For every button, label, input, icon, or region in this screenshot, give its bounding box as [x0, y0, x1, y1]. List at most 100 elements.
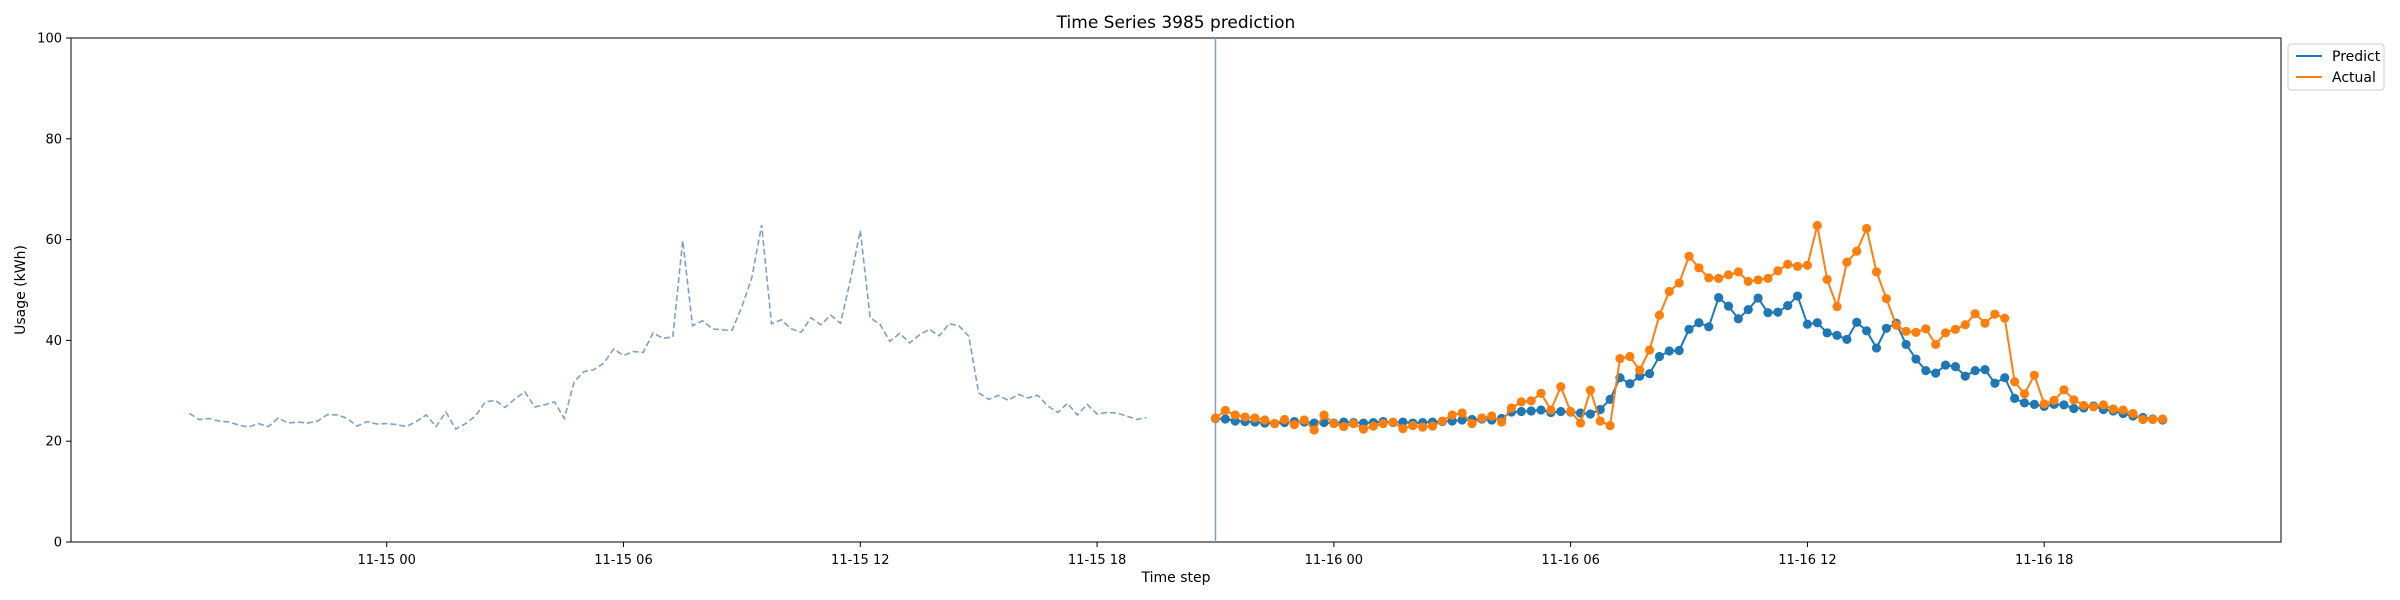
- chart-title: Time Series 3985 prediction: [1056, 13, 1296, 33]
- predict-point: [2029, 399, 2039, 410]
- actual-point: [1842, 257, 1852, 267]
- actual-point: [1270, 418, 1280, 429]
- predict-point: [1842, 334, 1852, 344]
- actual-point: [2088, 402, 2099, 412]
- y-tick-label: 100: [37, 32, 62, 47]
- y-tick-label: 0: [54, 536, 62, 551]
- actual-point: [1279, 414, 1290, 425]
- plot-area: [70, 37, 2282, 543]
- actual-point: [2079, 400, 2089, 411]
- predict-point: [1852, 317, 1862, 327]
- actual-point: [2039, 399, 2049, 409]
- predict-point: [1832, 330, 1842, 340]
- actual-point: [1260, 415, 1270, 425]
- predict-point: [1763, 308, 1773, 318]
- predict-point: [1644, 369, 1655, 379]
- actual-point: [2118, 405, 2128, 415]
- actual-point: [1496, 417, 1507, 427]
- actual-point: [1299, 415, 1309, 425]
- x-tick-label: 11-15 00: [357, 553, 415, 568]
- predict-point: [1980, 365, 1990, 375]
- actual-point: [2029, 370, 2039, 380]
- actual-point: [1388, 417, 1398, 427]
- predict-point: [1881, 323, 1891, 333]
- actual-point: [1585, 385, 1595, 395]
- actual-point: [1743, 276, 1753, 287]
- actual-point: [1694, 263, 1704, 273]
- predict-point: [1684, 324, 1694, 334]
- actual-point: [1467, 418, 1477, 429]
- actual-point: [2059, 385, 2069, 395]
- predict-point: [1723, 301, 1734, 311]
- predict-point: [1585, 409, 1595, 419]
- predict-point: [1743, 305, 1753, 315]
- legend-label-actual: Actual: [2332, 70, 2376, 86]
- actual-point: [1427, 421, 1438, 431]
- y-tick-label: 20: [45, 435, 62, 450]
- actual-point: [1447, 410, 1457, 420]
- predict-point: [1398, 417, 1408, 427]
- predict-point: [1556, 406, 1566, 417]
- predict-point: [2000, 373, 2010, 383]
- x-axis: 11-15 00 11-15 06 11-15 12 11-15 18 11-16 00…: [357, 542, 2073, 568]
- actual-point: [2148, 414, 2158, 425]
- predict-point: [1664, 346, 1674, 356]
- actual-point: [1319, 410, 1329, 420]
- actual-point: [1980, 318, 1990, 328]
- x-tick-label: 11-15 18: [1068, 553, 1126, 568]
- actual-point: [1457, 408, 1467, 418]
- actual-point: [1408, 420, 1418, 431]
- actual-point: [1654, 310, 1665, 320]
- predict-point: [1792, 291, 1803, 301]
- predict-point: [1714, 292, 1724, 303]
- predict-point: [1950, 362, 1961, 372]
- actual-point: [1802, 260, 1813, 270]
- x-tick-label: 11-16 00: [1305, 553, 1363, 568]
- actual-point: [1418, 422, 1428, 432]
- actual-point: [1970, 309, 1980, 319]
- actual-point: [1368, 421, 1378, 431]
- actual-point: [1871, 267, 1882, 277]
- actual-point: [1240, 412, 1250, 422]
- legend: Predict Actual: [2287, 43, 2385, 91]
- actual-point: [1220, 405, 1230, 416]
- actual-point: [1684, 251, 1694, 261]
- y-axis-label: Usage (kWh): [13, 245, 29, 335]
- actual-point: [1556, 382, 1566, 392]
- x-tick-label: 11-16 18: [2015, 553, 2073, 568]
- actual-point: [1526, 396, 1536, 406]
- actual-point: [1921, 324, 1931, 334]
- predict-point: [1654, 351, 1665, 362]
- actual-point: [1625, 351, 1635, 362]
- predict-point: [1753, 293, 1763, 303]
- actual-point: [1210, 413, 1221, 423]
- predict-point: [1220, 414, 1230, 424]
- actual-point: [1437, 416, 1447, 426]
- actual-point: [1309, 425, 1319, 435]
- actual-point: [1812, 220, 1822, 231]
- predict-point: [1536, 405, 1546, 415]
- x-tick-label: 11-16 06: [1541, 553, 1599, 568]
- actual-point: [1950, 324, 1961, 334]
- actual-point: [1960, 320, 1970, 330]
- actual-point: [2049, 395, 2059, 405]
- actual-point: [1901, 326, 1911, 336]
- actual-point: [2000, 313, 2010, 323]
- y-tick-label: 60: [45, 233, 62, 248]
- actual-point: [1723, 270, 1734, 280]
- predict-point: [1674, 345, 1684, 356]
- predict-point: [1990, 378, 2000, 388]
- predict-point: [2010, 393, 2020, 403]
- actual-point: [1615, 353, 1625, 364]
- actual-point: [1664, 286, 1674, 297]
- history-line: [188, 224, 1147, 431]
- legend-label-predict: Predict: [2332, 49, 2381, 65]
- actual-point: [1704, 273, 1714, 283]
- actual-point: [1714, 273, 1724, 284]
- actual-point: [2010, 377, 2020, 387]
- x-axis-label: Time step: [1141, 570, 1211, 586]
- actual-point: [1773, 266, 1783, 276]
- actual-point: [1832, 302, 1842, 312]
- actual-point: [2128, 408, 2138, 419]
